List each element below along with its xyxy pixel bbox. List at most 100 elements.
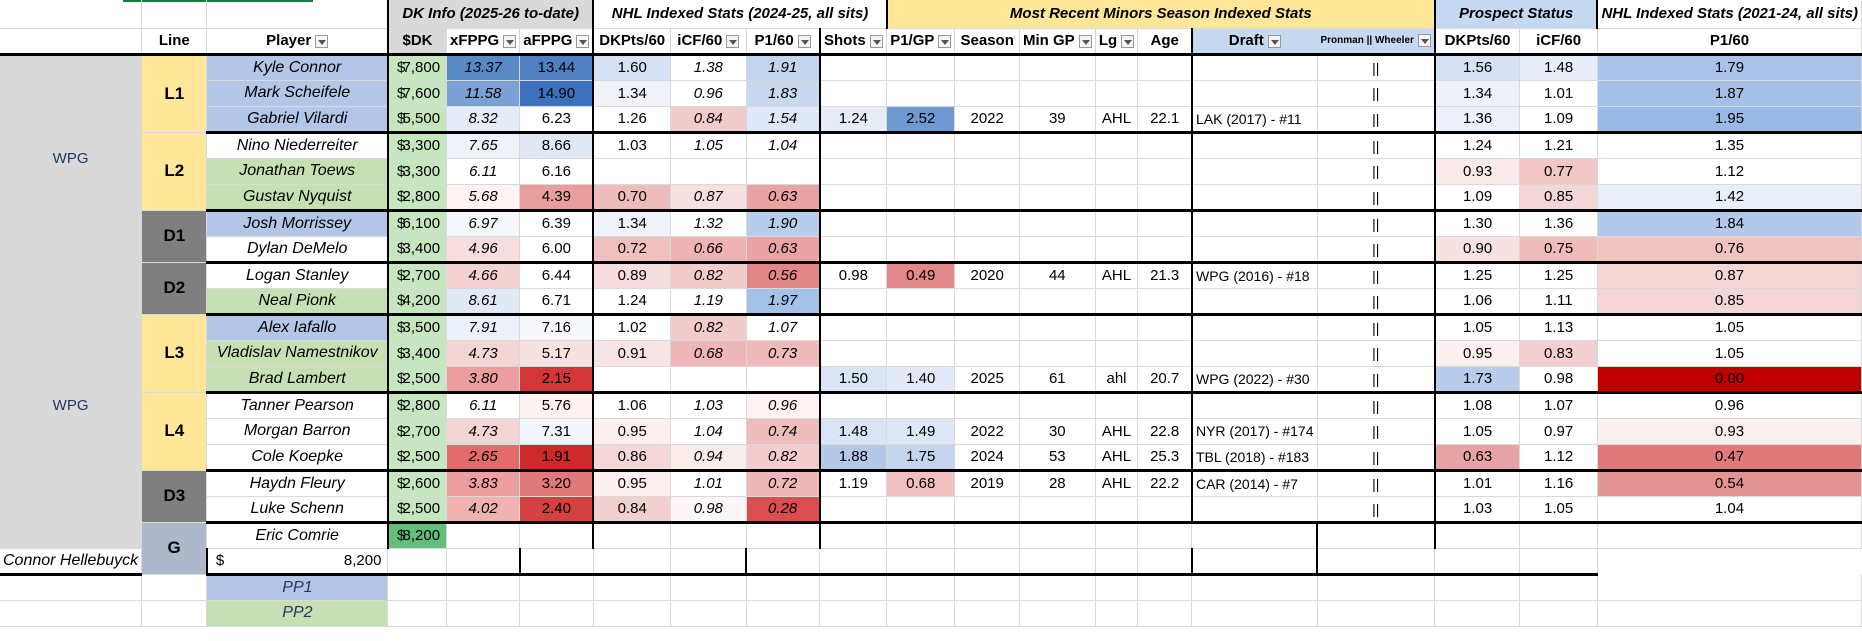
minors-season-cell[interactable] xyxy=(954,392,1020,419)
empty-cell[interactable] xyxy=(745,548,821,576)
xfppg-cell[interactable]: 4.02 xyxy=(446,496,521,524)
nhl3-p160-cell[interactable]: 1.79 xyxy=(1597,54,1862,81)
nhl-dkpts60-cell[interactable]: 1.34 xyxy=(592,210,671,237)
minors-league-cell[interactable]: ahl xyxy=(1095,366,1139,394)
pronman-wheeler-cell[interactable]: || xyxy=(1317,262,1436,289)
nhl3-p160-cell[interactable]: 0.85 xyxy=(1597,288,1862,316)
player-name[interactable]: Alex Iafallo xyxy=(206,314,389,341)
dk-salary[interactable]: $3,300 xyxy=(386,132,448,159)
nhl3-icf60-cell[interactable]: 0.77 xyxy=(1519,158,1598,185)
nhl-dkpts60-cell[interactable]: 1.34 xyxy=(592,80,671,107)
empty-cell[interactable] xyxy=(1519,548,1598,576)
empty-cell[interactable] xyxy=(141,600,208,627)
xfppg-cell[interactable]: 6.97 xyxy=(446,210,521,237)
draft-cell[interactable] xyxy=(1190,236,1318,264)
column-header[interactable]: P1/60 xyxy=(746,28,821,56)
nhl-icf60-cell[interactable]: 0.98 xyxy=(670,496,747,524)
minors-league-cell[interactable]: AHL xyxy=(1095,106,1139,134)
xfppg-cell[interactable]: 7.91 xyxy=(446,314,521,341)
minors-mingp-cell[interactable] xyxy=(1019,314,1096,341)
minors-p1gp-cell[interactable] xyxy=(886,314,956,341)
empty-cell[interactable] xyxy=(519,574,594,601)
nhl3-p160-cell[interactable]: 1.04 xyxy=(1597,496,1862,524)
minors-season-cell[interactable] xyxy=(954,288,1020,316)
minors-p1gp-cell[interactable] xyxy=(886,132,956,159)
nhl-icf60-cell[interactable]: 0.68 xyxy=(670,340,747,367)
minors-p1gp-cell[interactable] xyxy=(886,340,956,367)
nhl3-icf60-cell[interactable]: 0.98 xyxy=(1519,366,1598,394)
player-name[interactable]: Luke Schenn xyxy=(206,496,389,524)
column-header[interactable]: iCF/60 xyxy=(670,28,747,56)
column-header[interactable]: xFPPG xyxy=(446,28,521,56)
minors-shots-cell[interactable] xyxy=(818,132,888,159)
xfppg-cell[interactable]: 8.32 xyxy=(446,106,521,134)
dk-salary[interactable]: $8,200 xyxy=(205,548,389,576)
player-name[interactable]: Haydn Fleury xyxy=(206,470,389,497)
nhl-dkpts60-cell[interactable]: 1.24 xyxy=(592,288,671,316)
minors-league-cell[interactable] xyxy=(1095,132,1139,159)
pronman-wheeler-cell[interactable]: || xyxy=(1317,418,1436,445)
minors-season-cell[interactable]: 2025 xyxy=(954,366,1020,394)
dk-salary[interactable]: $7,800 xyxy=(386,54,448,81)
player-name[interactable]: Josh Morrissey xyxy=(206,210,389,237)
column-header[interactable]: Pronman || Wheeler xyxy=(1317,28,1436,56)
nhl-dkpts60-cell[interactable]: 0.86 xyxy=(592,444,671,472)
nhl-icf60-cell[interactable]: 0.84 xyxy=(670,106,747,134)
nhl-icf60-cell[interactable]: 0.82 xyxy=(670,314,747,341)
column-header[interactable]: iCF/60 xyxy=(1519,28,1598,56)
filter-dropdown-icon[interactable] xyxy=(726,34,740,48)
empty-cell[interactable] xyxy=(954,548,1020,576)
empty-cell[interactable] xyxy=(387,600,448,627)
minors-p1gp-cell[interactable]: 0.68 xyxy=(886,470,956,497)
minors-mingp-cell[interactable]: 61 xyxy=(1019,366,1096,394)
nhl-icf60-cell[interactable] xyxy=(670,366,747,394)
nhl3-dkpts60-cell[interactable]: 0.90 xyxy=(1433,236,1521,264)
minors-mingp-cell[interactable]: 53 xyxy=(1019,444,1096,472)
nhl3-p160-cell[interactable]: 1.84 xyxy=(1597,210,1862,237)
minors-p1gp-cell[interactable] xyxy=(886,80,956,107)
empty-cell[interactable] xyxy=(954,522,1020,549)
column-header[interactable]: P1/GP xyxy=(886,28,956,56)
draft-cell[interactable] xyxy=(1190,184,1318,212)
empty-cell[interactable] xyxy=(1137,522,1193,549)
nhl-dkpts60-cell[interactable] xyxy=(592,366,671,394)
nhl3-dkpts60-cell[interactable]: 1.24 xyxy=(1433,132,1521,159)
draft-cell[interactable]: TBL (2018) - #183 xyxy=(1190,444,1318,472)
dk-salary[interactable]: $2,500 xyxy=(386,496,448,524)
empty-cell[interactable] xyxy=(1095,600,1139,627)
nhl3-dkpts60-cell[interactable]: 1.08 xyxy=(1433,392,1521,419)
nhl3-dkpts60-cell[interactable]: 1.09 xyxy=(1433,184,1521,212)
empty-cell[interactable] xyxy=(593,548,671,576)
empty-cell[interactable] xyxy=(1519,522,1598,549)
empty-cell[interactable] xyxy=(954,600,1020,627)
empty-cell[interactable] xyxy=(387,574,448,601)
empty-cell[interactable] xyxy=(670,522,747,549)
nhl-p160-cell[interactable]: 0.82 xyxy=(746,444,821,472)
draft-cell[interactable]: CAR (2014) - #7 xyxy=(1190,470,1318,497)
nhl3-dkpts60-cell[interactable]: 1.56 xyxy=(1433,54,1521,81)
pronman-wheeler-cell[interactable]: || xyxy=(1317,366,1436,394)
minors-league-cell[interactable] xyxy=(1095,392,1139,419)
nhl3-dkpts60-cell[interactable]: 1.25 xyxy=(1433,262,1521,289)
xfppg-cell[interactable]: 8.61 xyxy=(446,288,521,316)
nhl3-icf60-cell[interactable]: 0.97 xyxy=(1519,418,1598,445)
empty-cell[interactable] xyxy=(1434,574,1521,601)
minors-season-cell[interactable] xyxy=(954,236,1020,264)
filter-dropdown-icon[interactable] xyxy=(1417,34,1431,47)
empty-cell[interactable] xyxy=(446,574,521,601)
minors-shots-cell[interactable] xyxy=(818,314,888,341)
minors-season-cell[interactable] xyxy=(954,340,1020,367)
empty-cell[interactable] xyxy=(593,574,671,601)
nhl3-dkpts60-cell[interactable]: 1.36 xyxy=(1433,106,1521,134)
nhl3-dkpts60-cell[interactable]: 1.30 xyxy=(1433,210,1521,237)
minors-shots-cell[interactable] xyxy=(818,54,888,81)
dk-salary[interactable]: $8,200 xyxy=(386,522,448,549)
empty-cell[interactable] xyxy=(446,522,521,549)
dk-salary[interactable]: $3,300 xyxy=(386,158,448,185)
minors-age-cell[interactable]: 22.2 xyxy=(1137,470,1193,497)
pp-unit-label[interactable]: PP1 xyxy=(206,574,389,601)
nhl3-dkpts60-cell[interactable]: 1.03 xyxy=(1433,496,1521,524)
nhl3-icf60-cell[interactable]: 1.09 xyxy=(1519,106,1598,134)
draft-cell[interactable] xyxy=(1190,54,1318,81)
nhl3-p160-cell[interactable]: 0.00 xyxy=(1597,366,1862,394)
